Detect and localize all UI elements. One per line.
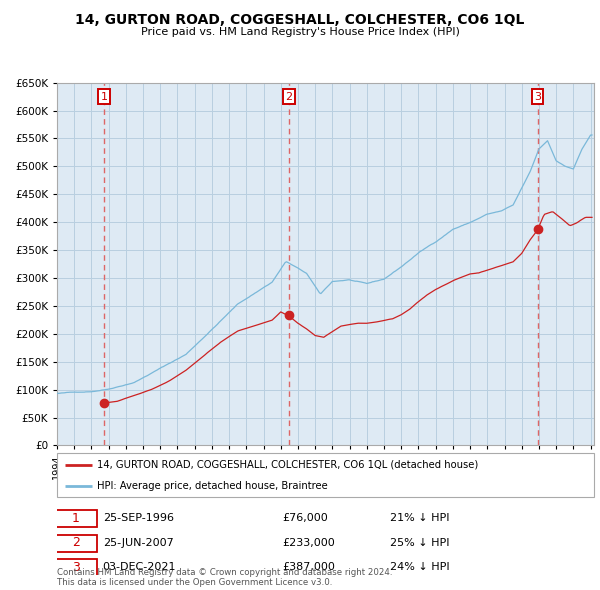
- FancyBboxPatch shape: [55, 559, 97, 576]
- Text: 25-SEP-1996: 25-SEP-1996: [103, 513, 173, 523]
- Text: 14, GURTON ROAD, COGGESHALL, COLCHESTER, CO6 1QL (detached house): 14, GURTON ROAD, COGGESHALL, COLCHESTER,…: [97, 460, 479, 470]
- Text: 25-JUN-2007: 25-JUN-2007: [103, 538, 173, 548]
- Text: 24% ↓ HPI: 24% ↓ HPI: [390, 562, 449, 572]
- Text: Price paid vs. HM Land Registry's House Price Index (HPI): Price paid vs. HM Land Registry's House …: [140, 27, 460, 37]
- Text: 3: 3: [72, 560, 80, 573]
- Text: £76,000: £76,000: [283, 513, 328, 523]
- Text: HPI: Average price, detached house, Braintree: HPI: Average price, detached house, Brai…: [97, 481, 328, 491]
- Text: 14, GURTON ROAD, COGGESHALL, COLCHESTER, CO6 1QL: 14, GURTON ROAD, COGGESHALL, COLCHESTER,…: [76, 13, 524, 27]
- Text: Contains HM Land Registry data © Crown copyright and database right 2024.
This d: Contains HM Land Registry data © Crown c…: [57, 568, 392, 587]
- Text: 2: 2: [286, 91, 293, 101]
- FancyBboxPatch shape: [55, 535, 97, 552]
- Text: 21% ↓ HPI: 21% ↓ HPI: [390, 513, 449, 523]
- FancyBboxPatch shape: [55, 510, 97, 527]
- Text: 3: 3: [534, 91, 541, 101]
- Text: 1: 1: [100, 91, 107, 101]
- Text: 2: 2: [72, 536, 80, 549]
- Text: 03-DEC-2021: 03-DEC-2021: [103, 562, 176, 572]
- Text: £387,000: £387,000: [283, 562, 335, 572]
- Text: £233,000: £233,000: [283, 538, 335, 548]
- Text: 1: 1: [72, 512, 80, 525]
- FancyBboxPatch shape: [57, 453, 594, 497]
- Text: 25% ↓ HPI: 25% ↓ HPI: [390, 538, 449, 548]
